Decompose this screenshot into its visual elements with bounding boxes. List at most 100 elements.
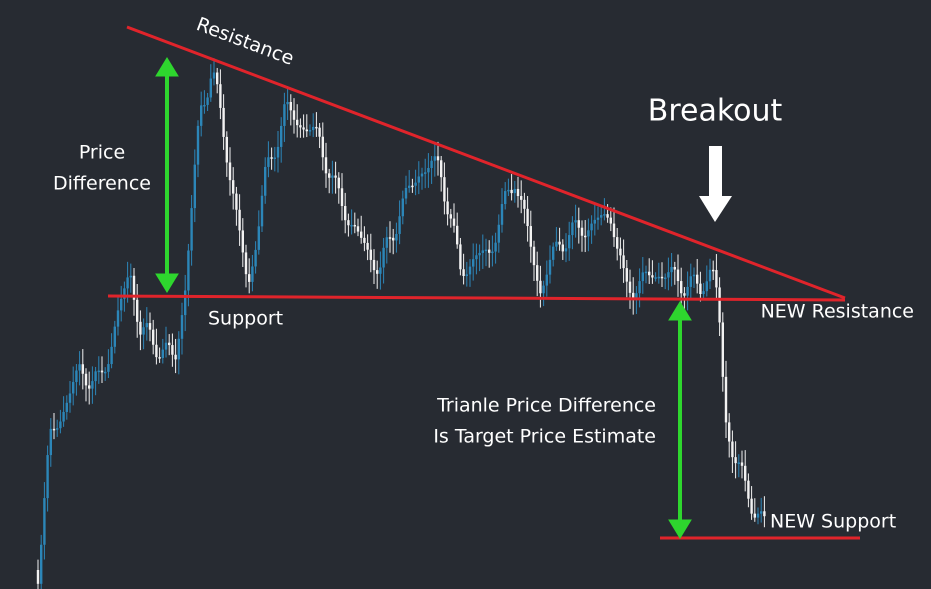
candle-body [184, 290, 187, 316]
candle-body [299, 125, 302, 128]
candle-body [702, 291, 705, 295]
candle-body [654, 277, 657, 279]
candle-body [110, 346, 113, 365]
candle-body [382, 247, 385, 268]
candle-body [692, 274, 696, 277]
candle-body [670, 266, 673, 273]
arrow-head [699, 196, 732, 222]
candle-body [216, 72, 219, 85]
candle-body [507, 189, 510, 192]
candle-body [212, 72, 216, 79]
candle-body [347, 220, 350, 226]
candle-body [196, 125, 200, 165]
candle-body [177, 338, 180, 360]
candle-body [433, 156, 436, 161]
candle-body [747, 480, 750, 499]
candle-body [251, 266, 254, 282]
candle-body [420, 173, 424, 177]
candle-body [392, 237, 395, 241]
candle-body [203, 104, 206, 107]
candle-body [52, 428, 56, 431]
arrow-shaft [709, 146, 722, 198]
candle-body [187, 250, 190, 291]
candle-body [46, 455, 49, 499]
candle-body [424, 172, 427, 174]
arrow-head [668, 301, 692, 321]
candle-body [504, 191, 507, 205]
candle-body [580, 227, 584, 236]
candle-body [78, 364, 81, 371]
candle-body [292, 110, 296, 120]
price-difference-label: Difference [53, 173, 151, 195]
candle-body [353, 224, 356, 227]
candle-body [731, 441, 734, 458]
candle-body [395, 233, 398, 241]
candle-body [651, 275, 654, 278]
candle-body [209, 78, 212, 98]
candle-body [104, 371, 107, 374]
candle-body [427, 167, 430, 173]
candle-body [472, 259, 475, 267]
candle-body [356, 226, 360, 232]
candle-body [139, 321, 142, 335]
candle-body [148, 323, 152, 330]
candle-body [129, 275, 132, 278]
candle-body [286, 101, 289, 105]
breakout-label: Breakout [648, 94, 783, 129]
candle-body [561, 244, 564, 252]
candle-body [712, 269, 715, 272]
target-arrow [668, 301, 692, 539]
candle-body [481, 250, 484, 253]
candle-body [756, 513, 760, 518]
candle-body [88, 385, 91, 389]
arrow-head [155, 57, 179, 77]
candle-body [75, 370, 78, 383]
candle-body [65, 402, 68, 412]
candle-body [94, 371, 97, 382]
candle-body [456, 225, 459, 245]
support-line [107, 294, 846, 302]
candle-body [676, 269, 680, 282]
candle-body [584, 235, 587, 238]
candle-body [324, 157, 328, 174]
candle-body [366, 242, 369, 250]
candle-body [625, 268, 628, 282]
candle-body [72, 382, 75, 394]
candle-body [705, 281, 708, 292]
candle-body [574, 220, 577, 223]
candle-body [225, 136, 228, 163]
candle-body [126, 277, 129, 289]
candle-body [660, 276, 664, 279]
candle-body [337, 177, 340, 189]
candle-body [644, 271, 648, 274]
candle-body [737, 462, 740, 464]
candle-body [171, 345, 174, 355]
candle-body [545, 274, 548, 286]
candle-body [273, 157, 276, 160]
candle-body [558, 241, 561, 245]
candle-body [699, 283, 702, 295]
candle-body [763, 511, 766, 517]
candle-body [468, 266, 472, 275]
candle-body [532, 246, 536, 266]
candle-body [43, 498, 46, 545]
candle-body [97, 370, 100, 373]
candle-body [539, 280, 542, 294]
candle-body [276, 146, 280, 158]
candle-body [750, 498, 753, 514]
candle-body [132, 275, 136, 300]
candle-body [552, 246, 555, 260]
support-label: Support [208, 308, 283, 330]
candle-body [270, 157, 273, 159]
candle-body [667, 272, 670, 278]
candle-body [673, 266, 676, 270]
candle-body [318, 127, 321, 137]
candle-body [308, 130, 312, 132]
candle-body [628, 281, 632, 293]
candle-body [616, 237, 619, 249]
candle-body [638, 281, 641, 294]
candle-body [100, 370, 104, 373]
candle-body [158, 357, 161, 359]
candle-body [401, 198, 404, 217]
